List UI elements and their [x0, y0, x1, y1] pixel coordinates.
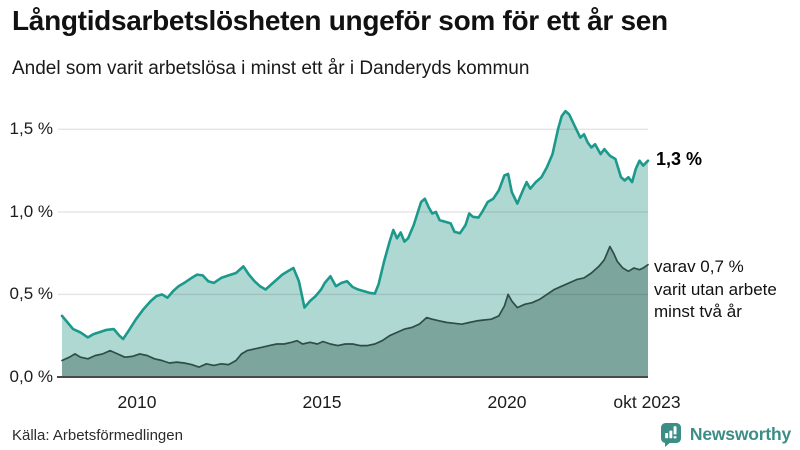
- x-axis-tick-okt-2023: okt 2023: [613, 392, 681, 412]
- x-axis-tick-2010: 2010: [117, 392, 157, 412]
- annotation-line-2: varit utan arbete: [654, 279, 777, 299]
- annotation-line-3: minst två år: [654, 302, 742, 321]
- x-axis-tick-2020: 2020: [487, 392, 527, 412]
- page-title: Långtidsarbetslösheten ungeför som för e…: [12, 5, 668, 36]
- brand-name: Newsworthy: [689, 424, 791, 444]
- annotation-latest-value: 1,3 %: [656, 149, 703, 169]
- y-axis-tick-10: 1,0 %: [9, 202, 53, 221]
- y-axis-tick-05: 0,5 %: [9, 284, 53, 303]
- y-axis-tick-15: 1,5 %: [9, 119, 53, 138]
- source-label: Källa: Arbetsförmedlingen: [12, 427, 183, 444]
- brand-logo: Newsworthy: [660, 422, 791, 447]
- y-axis-tick-0: 0,0 %: [9, 367, 53, 386]
- annotation-second-series: varav 0,7 % varit utan arbete minst två …: [654, 256, 777, 324]
- page-subtitle: Andel som varit arbetslösa i minst ett å…: [12, 58, 530, 79]
- annotation-line-1: varav 0,7 %: [654, 257, 744, 276]
- x-axis-tick-2015: 2015: [302, 392, 342, 412]
- newsworthy-logo-icon: [660, 423, 681, 447]
